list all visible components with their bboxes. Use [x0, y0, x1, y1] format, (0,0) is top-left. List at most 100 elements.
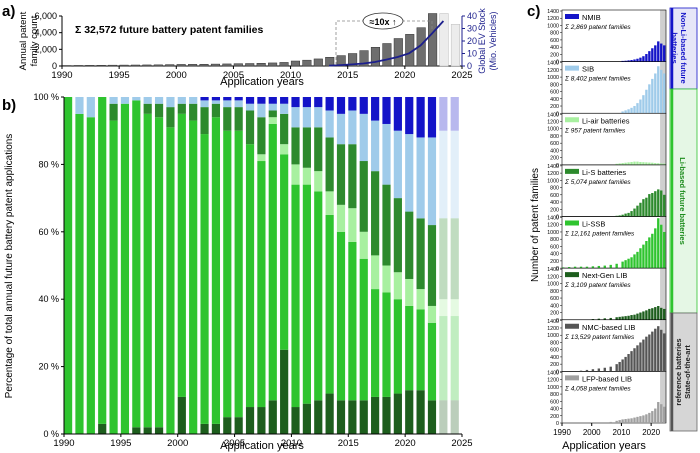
- b-segment-1996-SIB: [132, 97, 141, 101]
- b-segment-1999-SIB: [166, 97, 175, 108]
- c-bar-2022: [657, 326, 660, 372]
- b-ytick-label-100: 100 %: [33, 92, 59, 102]
- c-legend-label: Li-SSB: [582, 220, 605, 229]
- c-bar-2022: [657, 41, 660, 62]
- c-bar-2004: [603, 367, 606, 372]
- a-bar-2021: [416, 27, 426, 67]
- b-segment-2017-NMIB: [371, 97, 380, 121]
- c-bar-2022: [657, 402, 660, 423]
- c-bar-2008: [615, 263, 618, 269]
- c-bar-2016: [639, 161, 642, 165]
- c-legend-label: LFP-based LIB: [582, 374, 632, 383]
- c-ylabel: Number of patent families: [530, 168, 541, 282]
- c-bar-2015: [636, 345, 639, 372]
- c-bar-2012: [627, 315, 630, 320]
- b-segment-1993-Next-Gen-LIB: [98, 423, 107, 434]
- c-bar-2010: [621, 419, 624, 423]
- a-bar-2006: [245, 63, 255, 67]
- panel-label-c: c): [527, 3, 540, 20]
- a-bar-2007: [256, 63, 266, 67]
- a-y2tick-label-0: 0: [467, 61, 472, 71]
- b-segment-2016-Li-air-batteries: [359, 231, 368, 259]
- c-ytick-label-0: 0: [556, 369, 559, 375]
- c-bar-2020: [651, 192, 654, 217]
- panel-label-a: a): [2, 3, 15, 20]
- c-bar-2024: [663, 333, 666, 372]
- c-ytick-label-1000: 1000: [547, 23, 559, 29]
- c-bar-2002: [597, 318, 601, 320]
- b-segment-2024-Li-S-batteries: [450, 218, 459, 300]
- c-ytick-label-600: 600: [550, 244, 559, 250]
- b-segment-2024-NMIB: [450, 97, 459, 131]
- b-segment-2012-Li-air-batteries: [314, 171, 323, 192]
- c-bar-2015: [636, 161, 639, 165]
- c-bar-2012: [627, 354, 630, 372]
- c-bar-2019: [648, 194, 651, 217]
- c-group-label-non-li-1: Non-Li-based future: [679, 12, 688, 83]
- b-segment-2022-Next-Gen-LIB: [427, 400, 437, 434]
- c-bar-2016: [639, 312, 642, 320]
- c-bar-2017: [642, 56, 645, 62]
- c-bar-2014: [633, 417, 636, 423]
- c-bar-2006: [609, 264, 612, 269]
- a-ticks: 1990 1995 2000 2005 2010 2015 2020 202502,0004,…: [34, 11, 477, 81]
- b-segment-2016-NMIB: [359, 97, 368, 114]
- b-segment-2021-Li-SSB: [416, 309, 425, 391]
- c-bar-2015: [636, 313, 639, 320]
- a-xtick-label-1995: 1995: [109, 70, 130, 81]
- b-segment-2005-Li-SSB: [234, 130, 243, 418]
- a-bar-2008: [268, 62, 278, 67]
- b-segment-2020-SIB: [405, 134, 414, 212]
- c-ytick-label-1200: 1200: [547, 274, 559, 280]
- b-segment-2004-Next-Gen-LIB: [223, 417, 232, 434]
- b-segment-2000-Next-Gen-LIB: [177, 396, 186, 434]
- b-segment-2011-Li-S-batteries: [302, 127, 311, 168]
- b-segment-2015-NMIB: [348, 97, 357, 111]
- c-bar-2013: [630, 59, 633, 62]
- b-segment-2024-SIB: [450, 130, 459, 219]
- b-segment-2011-NMIB: [302, 97, 311, 108]
- a-bar-1994: [108, 64, 118, 67]
- c-bar-2006: [609, 366, 612, 372]
- c-bar-2014: [633, 106, 636, 114]
- a-bar-2002: [199, 64, 209, 67]
- c-bar-2009: [618, 316, 621, 320]
- b-segment-2006-NMIB: [245, 97, 255, 104]
- b-segment-1992-SIB: [86, 97, 95, 118]
- b-segment-2013-Li-S-batteries: [325, 137, 334, 192]
- c-ytick-label-800: 800: [550, 31, 559, 37]
- b-segment-2004-NMIB: [223, 97, 232, 101]
- c-bar-2012: [627, 418, 630, 423]
- b-segment-2012-Li-SSB: [314, 191, 323, 401]
- c-ytick-label-600: 600: [550, 348, 559, 354]
- a-bar-2016: [359, 50, 369, 67]
- c-bar-2012: [627, 60, 630, 62]
- c-ytick-label-400: 400: [550, 200, 559, 206]
- b-segment-2009-NMIB: [280, 97, 289, 104]
- c-ytick-label-1000: 1000: [547, 178, 559, 184]
- c-ytick-label-200: 200: [550, 207, 559, 213]
- c-bar-2013: [630, 351, 633, 372]
- c-xtick-label-2000: 2000: [583, 428, 601, 437]
- c-bar-2021: [654, 45, 657, 62]
- c-bar-2014: [633, 161, 636, 165]
- b-segment-1997-Li-SSB: [143, 113, 152, 428]
- b-segment-2017-Li-air-batteries: [371, 255, 380, 290]
- b-segment-2007-NMIB: [257, 97, 266, 104]
- c-ytick-label-800: 800: [550, 134, 559, 140]
- b-ytick-label-80: 80 %: [38, 159, 59, 169]
- c-bar-2010: [621, 214, 624, 217]
- c-ytick-label-200: 200: [550, 259, 559, 265]
- a-bar-2018: [382, 43, 392, 67]
- b-segment-1997-SIB: [143, 97, 152, 104]
- b-segment-2012-NMIB: [314, 97, 323, 108]
- a-y2tick-label-30: 30: [467, 24, 477, 34]
- b-segment-1994-Li-SSB: [109, 120, 118, 434]
- a-annotation: ≈10x ↑: [370, 17, 397, 27]
- b-segment-2019-Li-S-batteries: [393, 198, 402, 273]
- b-segment-2005-SIB: [234, 100, 243, 108]
- a-bar-2019: [393, 38, 403, 67]
